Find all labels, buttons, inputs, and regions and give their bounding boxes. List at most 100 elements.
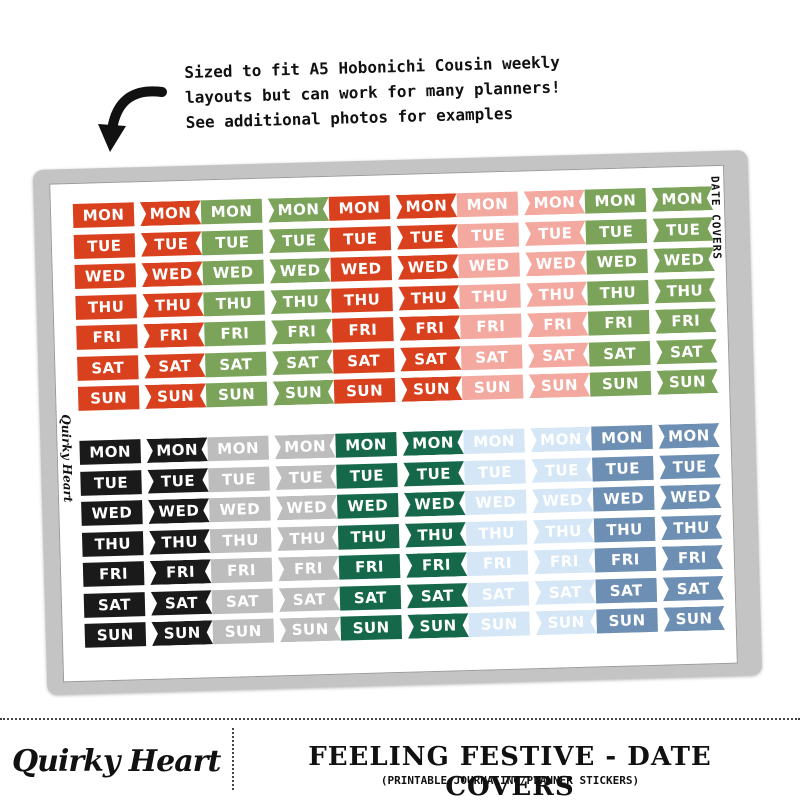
sticker-row: TUE TUE — [73, 231, 203, 263]
sticker-thu-flag: THU — [661, 514, 723, 540]
sticker-grid: MON MON TUE TUE WED WED THU THU FRI FRI SAT SAT SUN S… — [72, 186, 726, 674]
sticker-fri-flag: FRI — [527, 312, 589, 338]
sticker-sun-rect: SUN — [468, 611, 530, 638]
sticker-fri-rect: FRI — [332, 317, 394, 343]
sticker-wed-flag: WED — [397, 254, 459, 280]
sticker-row: SAT SAT — [467, 579, 596, 611]
sticker-tue-flag: TUE — [396, 224, 458, 250]
sticker-row: WED WED — [592, 484, 722, 516]
sticker-tue-rect: TUE — [73, 232, 136, 259]
sticker-row: WED WED — [74, 261, 203, 293]
sticker-set-red-2: MON MON TUE TUE WED WED THU THU FRI FRI SAT SAT SUN S… — [328, 193, 463, 410]
sticker-sat-flag: SAT — [534, 579, 596, 605]
sticker-row: WED WED — [336, 491, 466, 523]
sticker-row: TUE TUE — [592, 454, 721, 486]
sticker-sat-rect: SAT — [77, 354, 139, 381]
sticker-sun-flag: SUN — [535, 610, 597, 636]
sticker-tue-rect: TUE — [208, 466, 270, 492]
sticker-mon-flag: MON — [658, 423, 720, 449]
sticker-tue-rect: TUE — [336, 462, 398, 489]
sticker-wed-flag: WED — [276, 495, 338, 521]
sticker-fri-rect: FRI — [76, 324, 138, 350]
sticker-thu-rect: THU — [459, 283, 521, 309]
sticker-wed-flag: WED — [269, 258, 331, 284]
sticker-sat-rect: SAT — [211, 588, 274, 614]
sticker-sun-flag: SUN — [663, 606, 725, 632]
sticker-mon-rect: MON — [72, 202, 135, 228]
sticker-mon-flag: MON — [396, 193, 458, 219]
product-title: FEELING FESTIVE - DATE COVERS — [308, 742, 712, 802]
sticker-tue-rect: TUE — [329, 225, 392, 252]
sticker-wed-flag: WED — [660, 484, 722, 510]
sticker-wed-flag: WED — [141, 261, 203, 287]
sticker-row: THU THU — [209, 525, 339, 557]
sticker-row: SUN SUN — [340, 613, 469, 645]
sticker-thu-flag: THU — [526, 281, 588, 307]
sticker-tue-flag: TUE — [531, 457, 593, 483]
sticker-row: MON MON — [79, 437, 208, 469]
brand-logo: Quirky Heart — [12, 744, 221, 779]
sticker-row: FRI FRI — [204, 319, 333, 351]
sticker-fri-flag: FRI — [534, 549, 596, 575]
sticker-tue-rect: TUE — [592, 455, 654, 482]
sticker-sun-rect: SUN — [340, 614, 403, 641]
sticker-tue-flag: TUE — [652, 217, 714, 243]
sticker-thu-flag: THU — [398, 285, 460, 311]
sticker-row: TUE TUE — [329, 224, 459, 256]
sticker-set-light-blue: MON MON TUE TUE WED WED THU THU FRI FRI SAT SAT SUN S… — [463, 427, 597, 644]
sticker-row: WED WED — [81, 498, 210, 530]
sticker-row: FRI FRI — [210, 556, 340, 588]
sticker-sat-rect: SAT — [467, 580, 530, 607]
sticker-tue-flag: TUE — [659, 454, 721, 480]
sticker-mon-flag: MON — [146, 437, 208, 463]
sticker-row: TUE TUE — [201, 227, 331, 259]
sticker-wed-rect: WED — [209, 496, 271, 523]
sticker-row: THU THU — [203, 288, 332, 320]
sticker-thu-rect: THU — [465, 519, 528, 546]
sticker-row: THU THU — [337, 522, 467, 554]
sticker-fri-rect: FRI — [587, 309, 650, 336]
sticker-mon-rect: MON — [463, 428, 525, 455]
sticker-thu-rect: THU — [587, 279, 649, 306]
sticker-fri-flag: FRI — [271, 319, 333, 345]
sticker-sat-flag: SAT — [151, 590, 213, 616]
sticker-paper: DATE COVERS Quirky Heart MON MON TUE TUE WED… — [49, 164, 738, 683]
sticker-sun-flag: SUN — [151, 620, 213, 646]
sticker-thu-rect: THU — [81, 530, 144, 557]
sticker-row: WED WED — [330, 254, 459, 286]
sticker-row: THU THU — [459, 281, 588, 313]
sticker-row: THU THU — [75, 292, 204, 324]
sticker-sat-rect: SAT — [204, 351, 267, 377]
sticker-fri-rect: FRI — [338, 553, 401, 580]
sticker-row: FRI FRI — [594, 545, 724, 577]
sticker-fri-flag: FRI — [406, 552, 468, 578]
sticker-sat-flag: SAT — [272, 349, 334, 375]
sticker-row: SAT SAT — [204, 349, 334, 381]
sticker-fri-flag: FRI — [662, 545, 724, 571]
sticker-sat-flag: SAT — [528, 342, 590, 368]
sticker-wed-rect: WED — [586, 248, 648, 275]
sticker-row: MON MON — [207, 434, 336, 466]
sticker-sun-flag: SUN — [407, 613, 469, 639]
sticker-sat-rect: SAT — [595, 577, 658, 604]
sticker-wed-rect: WED — [74, 263, 137, 289]
sticker-row: TUE TUE — [464, 457, 593, 489]
sticker-row: MON MON — [335, 430, 464, 462]
sticker-fri-rect: FRI — [466, 550, 529, 577]
sticker-sun-rect: SUN — [461, 374, 524, 401]
sticker-row: THU THU — [593, 514, 723, 546]
sticker-row: SAT SAT — [83, 590, 213, 622]
sticker-mon-rect: MON — [335, 432, 397, 458]
sticker-thu-flag: THU — [270, 288, 332, 314]
sticker-sat-flag: SAT — [400, 346, 462, 372]
sticker-set-red: MON MON TUE TUE WED WED THU THU FRI FRI SAT SAT SUN S… — [72, 200, 207, 417]
sticker-row: SUN SUN — [212, 617, 341, 649]
sticker-row: MON MON — [456, 190, 586, 222]
sticker-sat-flag: SAT — [279, 586, 341, 612]
sticker-sun-rect: SUN — [596, 607, 658, 634]
sticker-tue-rect: TUE — [464, 458, 526, 485]
sticker-row: TUE TUE — [80, 468, 209, 500]
sticker-thu-flag: THU — [533, 518, 595, 544]
footer-divider — [0, 718, 800, 720]
sticker-fri-flag: FRI — [143, 322, 205, 348]
